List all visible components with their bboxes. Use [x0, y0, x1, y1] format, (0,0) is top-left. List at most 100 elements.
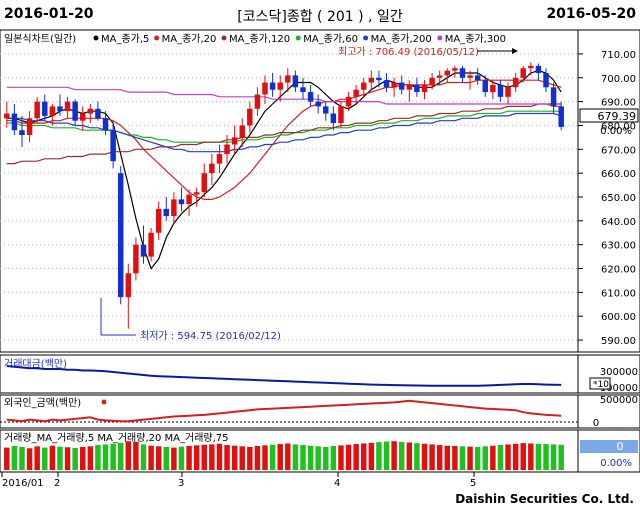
legend-marker: [221, 35, 227, 41]
candle-body: [155, 208, 162, 233]
volume-bar: [19, 446, 25, 470]
candle-body: [117, 173, 124, 298]
volume-bar: [201, 444, 207, 470]
volume-bar: [64, 447, 71, 470]
candle-body: [49, 106, 56, 116]
footer-brand: Daishin Securities Co. Ltd.: [455, 492, 634, 506]
y-tick-label: 610.00: [601, 288, 636, 299]
y-tick-label: 640.00: [601, 217, 636, 228]
foreign-axis: [577, 394, 640, 429]
volume-bar: [125, 441, 132, 470]
volume-bar: [497, 445, 504, 470]
candle-body: [353, 89, 359, 97]
candle-body: [148, 232, 154, 257]
volume-bar: [406, 442, 413, 470]
candle-body: [398, 82, 405, 90]
scale-label: *10: [593, 380, 609, 390]
legend-marker: [154, 35, 160, 41]
candle-body: [558, 106, 564, 127]
main-panel: [0, 29, 579, 353]
volume-bar: [323, 446, 329, 470]
current-change: 0.00%: [600, 126, 632, 137]
volume-value-box: [580, 440, 638, 453]
volume-bar: [368, 442, 375, 470]
chart-title: [코스닥]종합 ( 201 ) , 일간: [237, 9, 403, 25]
volume-change: 0.00%: [600, 458, 632, 469]
candle-body: [300, 87, 306, 93]
volume-bar: [338, 445, 344, 470]
candle-body: [391, 82, 397, 88]
candle-body: [186, 194, 192, 205]
y-tick-label: 680.00: [601, 121, 636, 132]
candle-body: [429, 77, 435, 85]
ma-line-60: [6, 110, 562, 143]
volume-bar: [315, 446, 321, 470]
volume-bar: [520, 443, 526, 470]
candle-body: [178, 199, 185, 205]
candle-body: [307, 92, 314, 102]
candle-body: [421, 84, 428, 93]
candle-body: [110, 130, 116, 162]
volume-bar: [452, 446, 458, 470]
candle-body: [95, 108, 101, 119]
x-tick-label: 5: [470, 478, 476, 489]
candle-body: [231, 137, 238, 145]
candle-body: [482, 80, 488, 93]
foreign-label: 외국인_금액(백만): [4, 397, 81, 409]
candle-body: [361, 82, 367, 90]
y-tick-label: 630.00: [601, 241, 636, 252]
candle-body: [34, 101, 40, 119]
volume-bar: [133, 441, 139, 470]
candle-body: [64, 101, 71, 112]
candle-body: [209, 163, 215, 174]
candle-body: [497, 84, 504, 97]
y-tick-label: 710.00: [601, 50, 636, 61]
volume-bar: [34, 446, 40, 470]
candle-body: [436, 75, 443, 78]
volume-bar: [224, 445, 230, 470]
y-tick-label: 590.00: [601, 336, 636, 347]
volume-bar: [330, 446, 337, 470]
volume-bar: [307, 445, 314, 470]
candle-body: [444, 70, 451, 76]
volume-bar: [72, 447, 78, 470]
volume-bar: [421, 443, 428, 470]
y-tick-label: 700.00: [601, 74, 636, 85]
candle-body: [216, 154, 223, 164]
volume-bar: [459, 446, 466, 470]
volume-bar: [292, 444, 299, 470]
volume-bar: [102, 444, 109, 470]
volume-bar: [391, 441, 397, 470]
trading-value-line: [6, 365, 562, 387]
end-date: 2016-05-20: [546, 6, 636, 22]
candle-body: [239, 125, 245, 138]
candle-body: [262, 82, 268, 95]
candle-body: [452, 68, 458, 71]
candle-body: [345, 96, 352, 107]
volume-bar: [163, 446, 170, 470]
candle-body: [133, 244, 139, 274]
volume-bar: [239, 446, 245, 470]
volume-bar: [543, 444, 549, 470]
candle-body: [201, 173, 207, 193]
legend-item-label: MA_종가,200: [371, 33, 432, 45]
candle-body: [11, 113, 18, 131]
volume-bar: [262, 445, 268, 470]
trading-value-panel: [0, 354, 579, 394]
high-arrowhead: [512, 48, 518, 54]
candle-body: [269, 82, 276, 90]
current-price: 679.39: [598, 110, 637, 123]
candle-body: [102, 118, 109, 131]
y-tick-label: 660.00: [601, 169, 636, 180]
volume-bar: [178, 446, 185, 470]
volume-bar: [512, 443, 519, 470]
candle-body: [490, 84, 496, 93]
volume-bar: [80, 446, 86, 470]
volume-bar: [285, 443, 291, 470]
candle-body: [4, 113, 10, 119]
candle-body: [72, 101, 78, 121]
legend-marker: [437, 35, 443, 41]
candle-body: [338, 106, 344, 124]
candle-body: [474, 75, 481, 81]
volume-bar: [398, 441, 405, 470]
